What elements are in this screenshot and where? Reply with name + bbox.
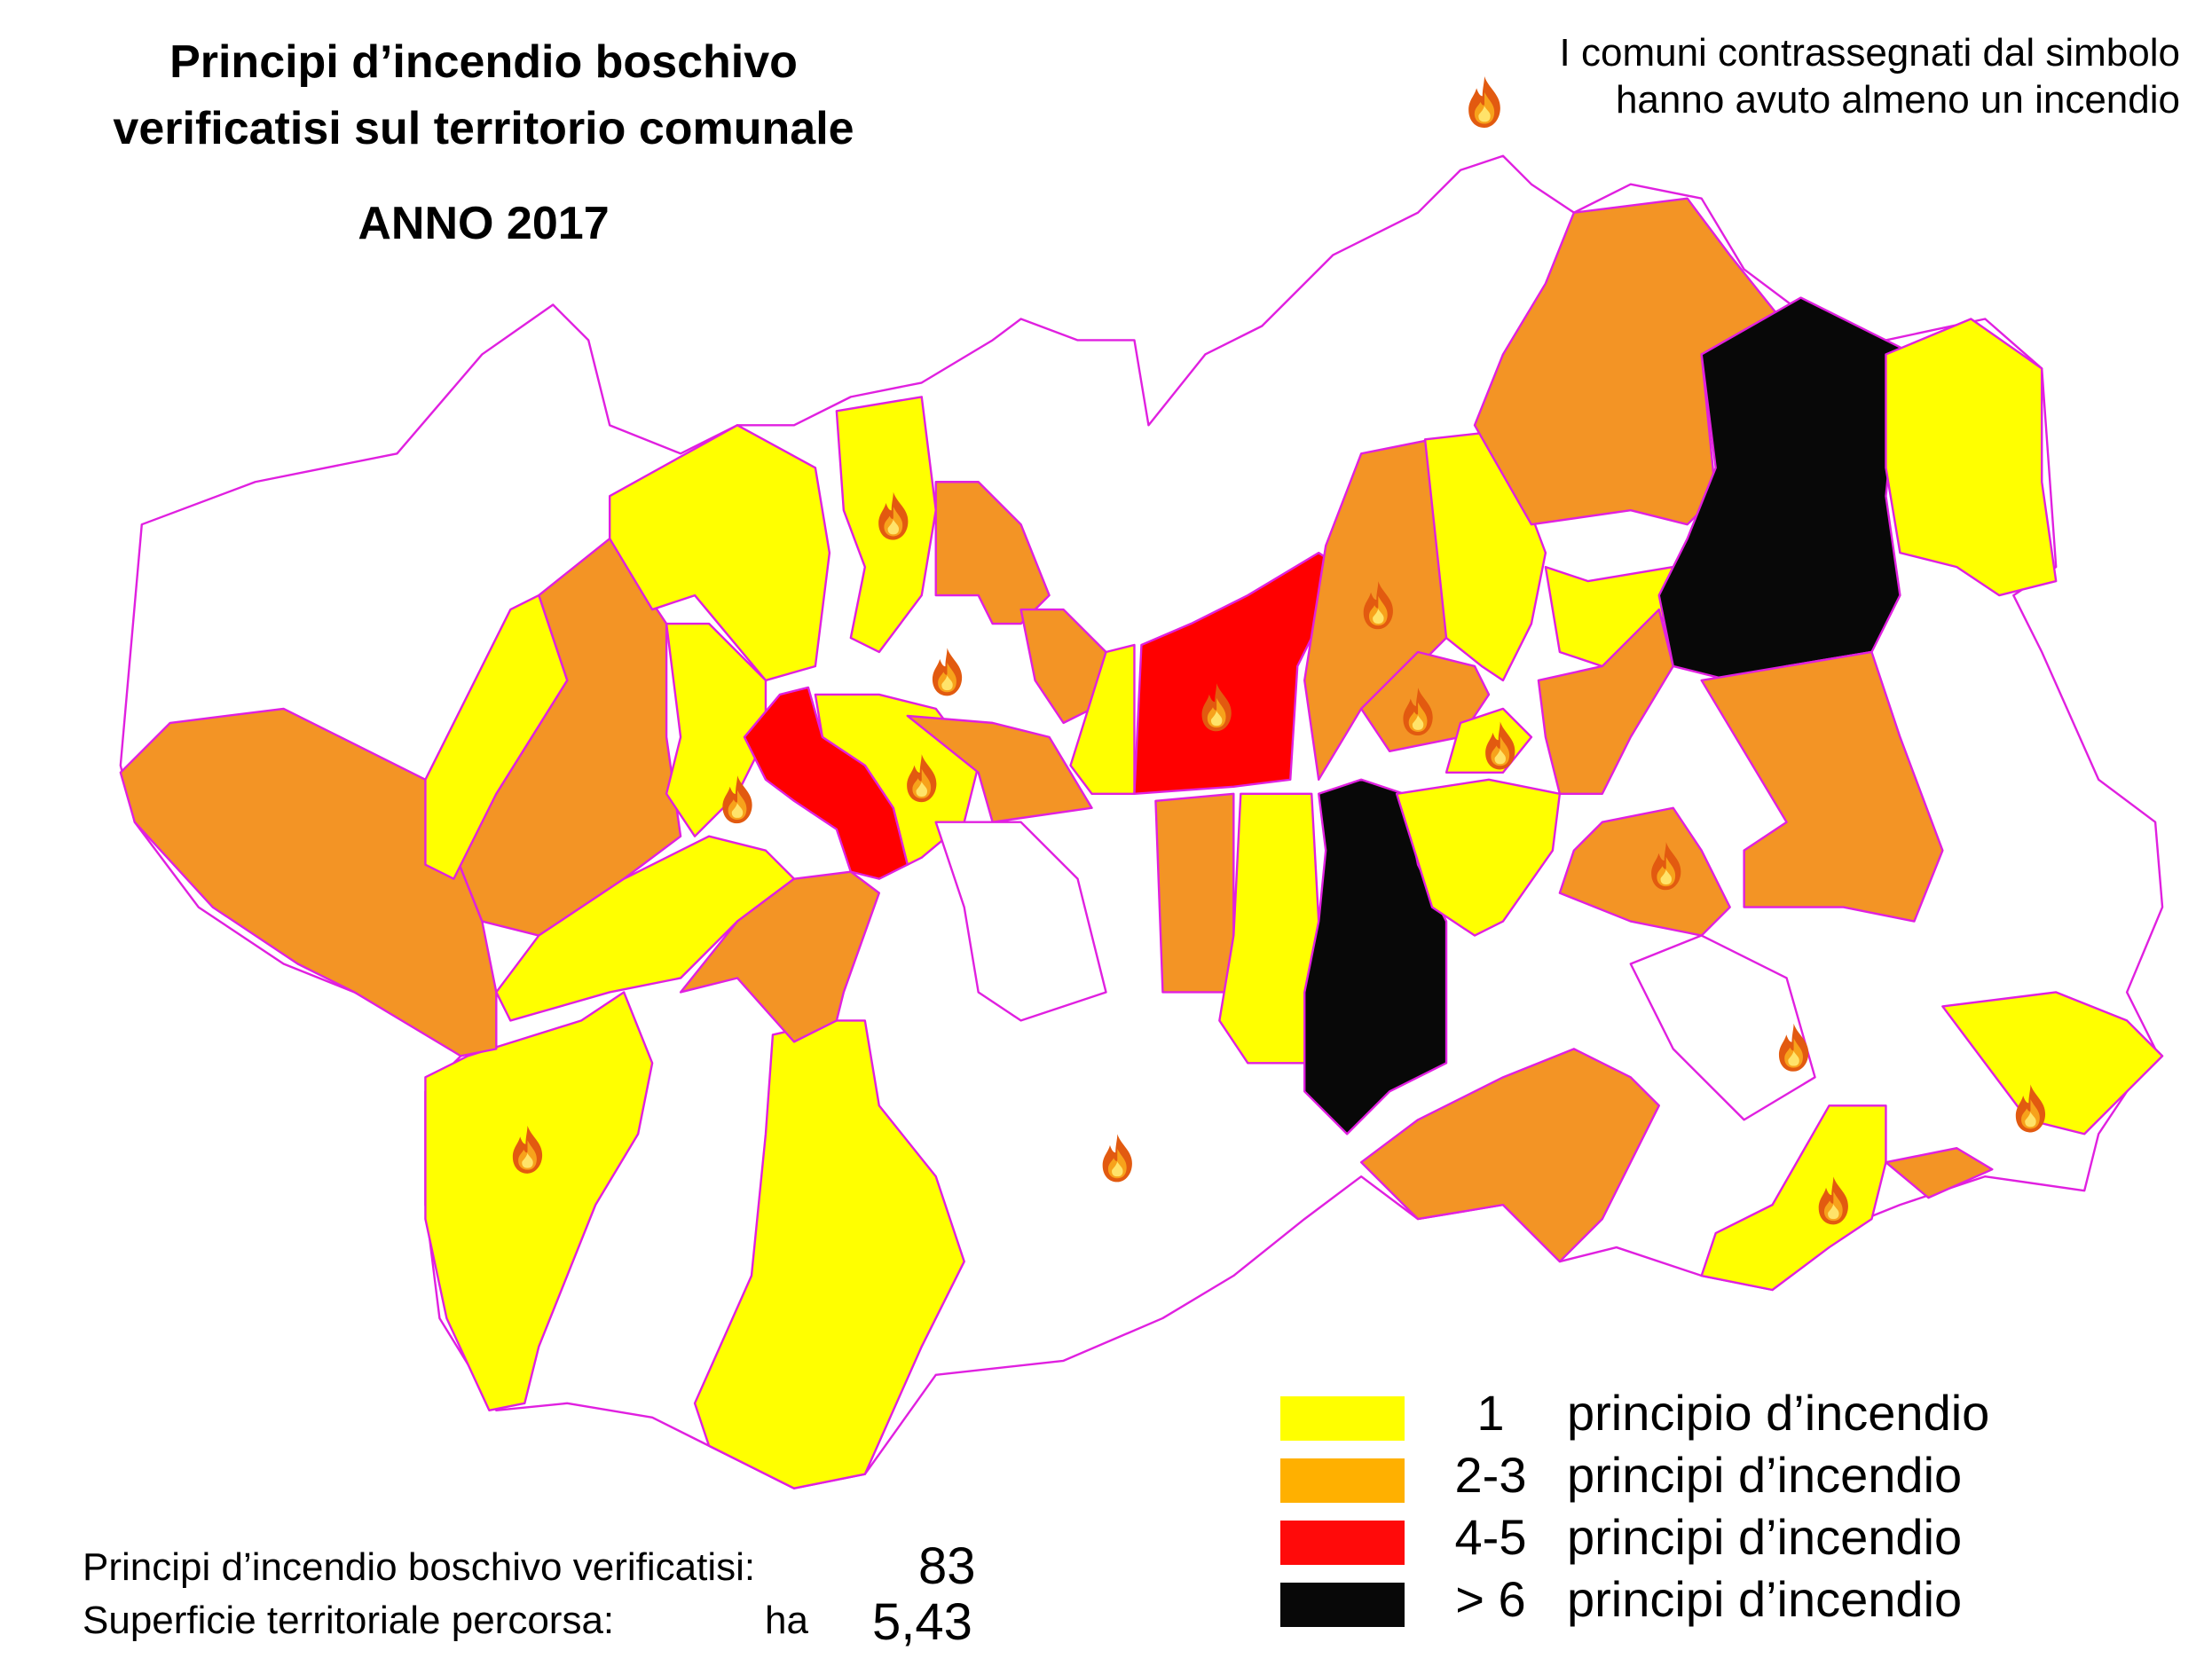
area-unit: ha: [765, 1599, 808, 1642]
legend-range: 4-5: [1454, 1509, 1527, 1565]
legend-swatch-4-5: [1280, 1521, 1405, 1565]
municipality-one: [693, 1019, 965, 1489]
municipality-one: [1885, 318, 2058, 597]
map-year: ANNO 2017: [358, 198, 610, 249]
municipality-none: [1629, 934, 1816, 1121]
municipality-one: [424, 991, 654, 1412]
legend-label: principi d’incendio: [1567, 1447, 1963, 1503]
area-value: 5,43: [872, 1593, 972, 1651]
legend-range: 2-3: [1454, 1447, 1527, 1503]
municipality-two-three: [1885, 1147, 1994, 1199]
municipality-one: [1069, 643, 1136, 795]
legend-label: principio d’incendio: [1567, 1385, 1990, 1441]
municipality-two-three: [934, 481, 1051, 625]
map-title-line2: verificatisi sul territorio comunale: [113, 103, 854, 154]
municipality-two-three: [679, 870, 881, 1043]
note-line2: hanno avuto almeno un incendio: [1615, 78, 2180, 122]
municipality-one: [1395, 778, 1562, 937]
municipality-two-three: [1359, 1048, 1660, 1263]
fires-count-value: 83: [918, 1537, 976, 1595]
note-line1: I comuni contrassegnati dal simbolo: [1559, 31, 2180, 75]
municipality-none: [934, 821, 1107, 1022]
fires-count-label: Principi d’incendio boschivo verificatis…: [83, 1545, 756, 1589]
municipality-two-three: [906, 714, 1093, 823]
municipality-two-three: [1700, 650, 1944, 923]
municipality-one: [608, 424, 831, 682]
fire-icon: [1464, 76, 1505, 128]
municipality-one: [1700, 1104, 1887, 1292]
legend-swatch-1: [1280, 1396, 1405, 1441]
area-label: Superficie territoriale percorsa:: [83, 1599, 615, 1642]
legend-range: 1: [1476, 1385, 1505, 1441]
legend-swatch-over-6: [1280, 1583, 1405, 1627]
municipality-one: [1941, 991, 2164, 1136]
legend-label: principi d’incendio: [1567, 1509, 1963, 1565]
municipality-two-three: [1154, 792, 1235, 994]
municipality-one: [424, 593, 569, 880]
legend-range: > 6: [1455, 1571, 1526, 1627]
municipality-two-three: [1537, 608, 1674, 795]
legend-swatch-2-3: [1280, 1458, 1405, 1503]
map-title-line1: Principi d’incendio boschivo: [169, 36, 798, 88]
legend-label: principi d’incendio: [1567, 1571, 1963, 1627]
municipality-four-five: [743, 686, 909, 880]
